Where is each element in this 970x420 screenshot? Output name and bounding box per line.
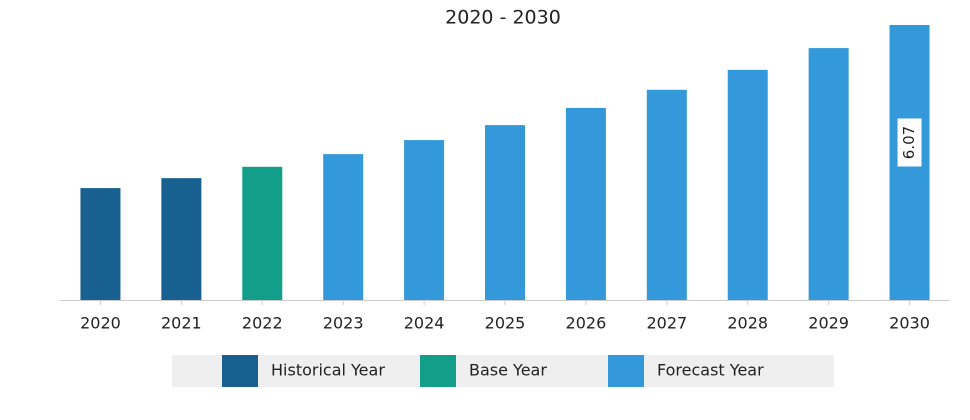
x-tick-label: 2021 [161, 314, 202, 333]
legend-background [172, 355, 834, 387]
bar [646, 89, 687, 301]
bar [565, 107, 606, 300]
x-tick-label: 2026 [566, 314, 607, 333]
legend-swatch [420, 355, 456, 387]
value-label-box [897, 118, 922, 167]
bar [161, 178, 202, 300]
legend-label: Forecast Year [657, 361, 764, 380]
legend-swatch [608, 355, 644, 387]
x-tick-label: 2028 [727, 314, 768, 333]
x-tick-label: 2030 [889, 314, 930, 333]
legend-label: Base Year [469, 361, 547, 380]
bar [80, 188, 121, 300]
bar [808, 48, 849, 300]
value-label: 6.07 [900, 126, 918, 159]
x-tick-label: 2029 [808, 314, 849, 333]
legend-label: Historical Year [271, 361, 385, 380]
chart-title: 2020 - 2030 [445, 7, 561, 29]
x-tick-label: 2027 [646, 314, 687, 333]
x-tick-label: 2023 [323, 314, 364, 333]
x-tick-label: 2020 [80, 314, 121, 333]
x-tick-label: 2025 [485, 314, 526, 333]
bar [485, 125, 525, 300]
legend-swatch [222, 355, 258, 387]
x-tick-label: 2024 [404, 314, 445, 333]
bar [242, 166, 283, 300]
bar [323, 154, 364, 300]
x-tick-label: 2022 [242, 314, 283, 333]
bar [727, 69, 768, 300]
bar [404, 140, 445, 300]
